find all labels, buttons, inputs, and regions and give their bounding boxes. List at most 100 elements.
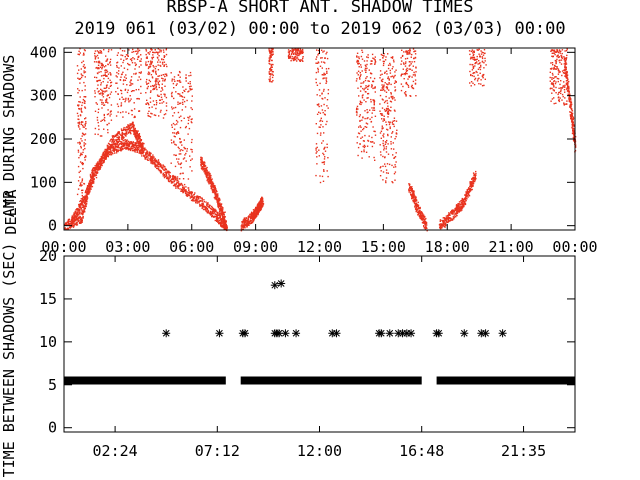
amp-point [411,188,413,190]
amp-point [172,176,174,178]
amp-point [190,191,193,193]
amp-point [142,146,144,148]
amp-point [409,186,411,189]
amp-point [366,109,368,111]
amp-point [182,188,185,191]
amp-point [85,156,87,158]
amp-point [103,77,105,80]
amp-point [94,50,97,52]
amp-point [164,80,166,82]
amp-point [78,101,80,103]
amp-point [167,176,169,178]
amp-point [122,61,124,64]
amp-point [387,83,389,86]
amp-point [571,110,574,112]
amp-point [112,147,115,150]
amp-point [413,198,416,201]
amp-point [186,150,188,152]
amp-point [81,153,83,156]
amp-point [359,125,361,127]
amp-point [426,224,428,226]
amp-point [152,51,155,54]
amp-point [94,133,96,135]
amp-point [84,199,86,202]
amp-point [178,147,180,150]
amp-point [565,68,567,70]
amp-point [78,89,80,92]
amp-point [181,190,183,192]
amp-point [205,206,208,209]
amp-point [88,183,90,186]
amp-point [299,50,301,53]
amp-point [209,182,212,185]
amp-point [81,206,84,208]
amp-point [145,63,147,65]
amp-point [154,158,156,161]
amp-point [216,200,218,202]
amp-point [208,172,210,174]
amp-point [162,164,164,167]
amp-point [415,199,418,202]
amp-point [105,75,107,77]
amp-point [131,145,133,148]
amp-point [366,123,369,125]
amp-point [76,72,79,75]
amp-point [122,144,125,147]
amp-point [244,227,246,229]
amp-point [322,180,325,182]
amp-point [90,185,92,187]
amp-point [158,55,160,57]
amp-point [190,199,193,202]
amp-point [356,55,358,57]
amp-point [94,167,96,170]
amp-point [203,164,206,167]
amp-point [146,56,148,58]
amp-point [187,133,189,135]
amp-point [161,102,163,104]
amp-point [358,95,360,97]
amp-point [116,103,119,105]
amp-point [162,49,165,51]
amp-point [291,56,293,58]
amp-point [110,73,112,75]
amp-point [68,223,70,225]
amp-point [80,217,82,219]
amp-point [137,143,139,145]
amp-point [394,89,397,91]
amp-point [98,79,100,82]
amp-point [154,159,157,161]
amp-point [107,153,109,155]
amp-point [82,213,84,215]
amp-point [78,217,80,219]
amp-point [162,74,165,76]
amp-point [128,146,130,148]
amp-point [154,68,157,70]
amp-point [133,73,135,75]
amp-point [156,162,159,164]
amp-point [120,90,123,92]
amp-point [182,187,184,190]
amp-point [162,58,165,61]
amp-point [183,96,186,99]
amp-point [152,51,154,53]
amp-point [152,71,155,73]
amp-point [379,110,381,112]
amp-point [212,211,214,213]
amp-point [185,74,187,76]
amp-point [197,200,199,202]
amp-point [164,169,167,171]
amp-point [222,223,224,226]
amp-point [105,85,108,87]
amp-point [326,57,329,60]
amp-point [318,105,320,108]
amp-point [171,108,174,110]
amp-point [379,94,382,97]
amp-point [203,164,205,167]
amp-point [151,85,154,87]
amp-point [136,132,138,134]
amp-point [202,206,204,208]
amp-point [141,143,143,145]
amp-point [138,152,140,154]
amp-point [465,191,467,193]
amp-point [137,79,139,81]
